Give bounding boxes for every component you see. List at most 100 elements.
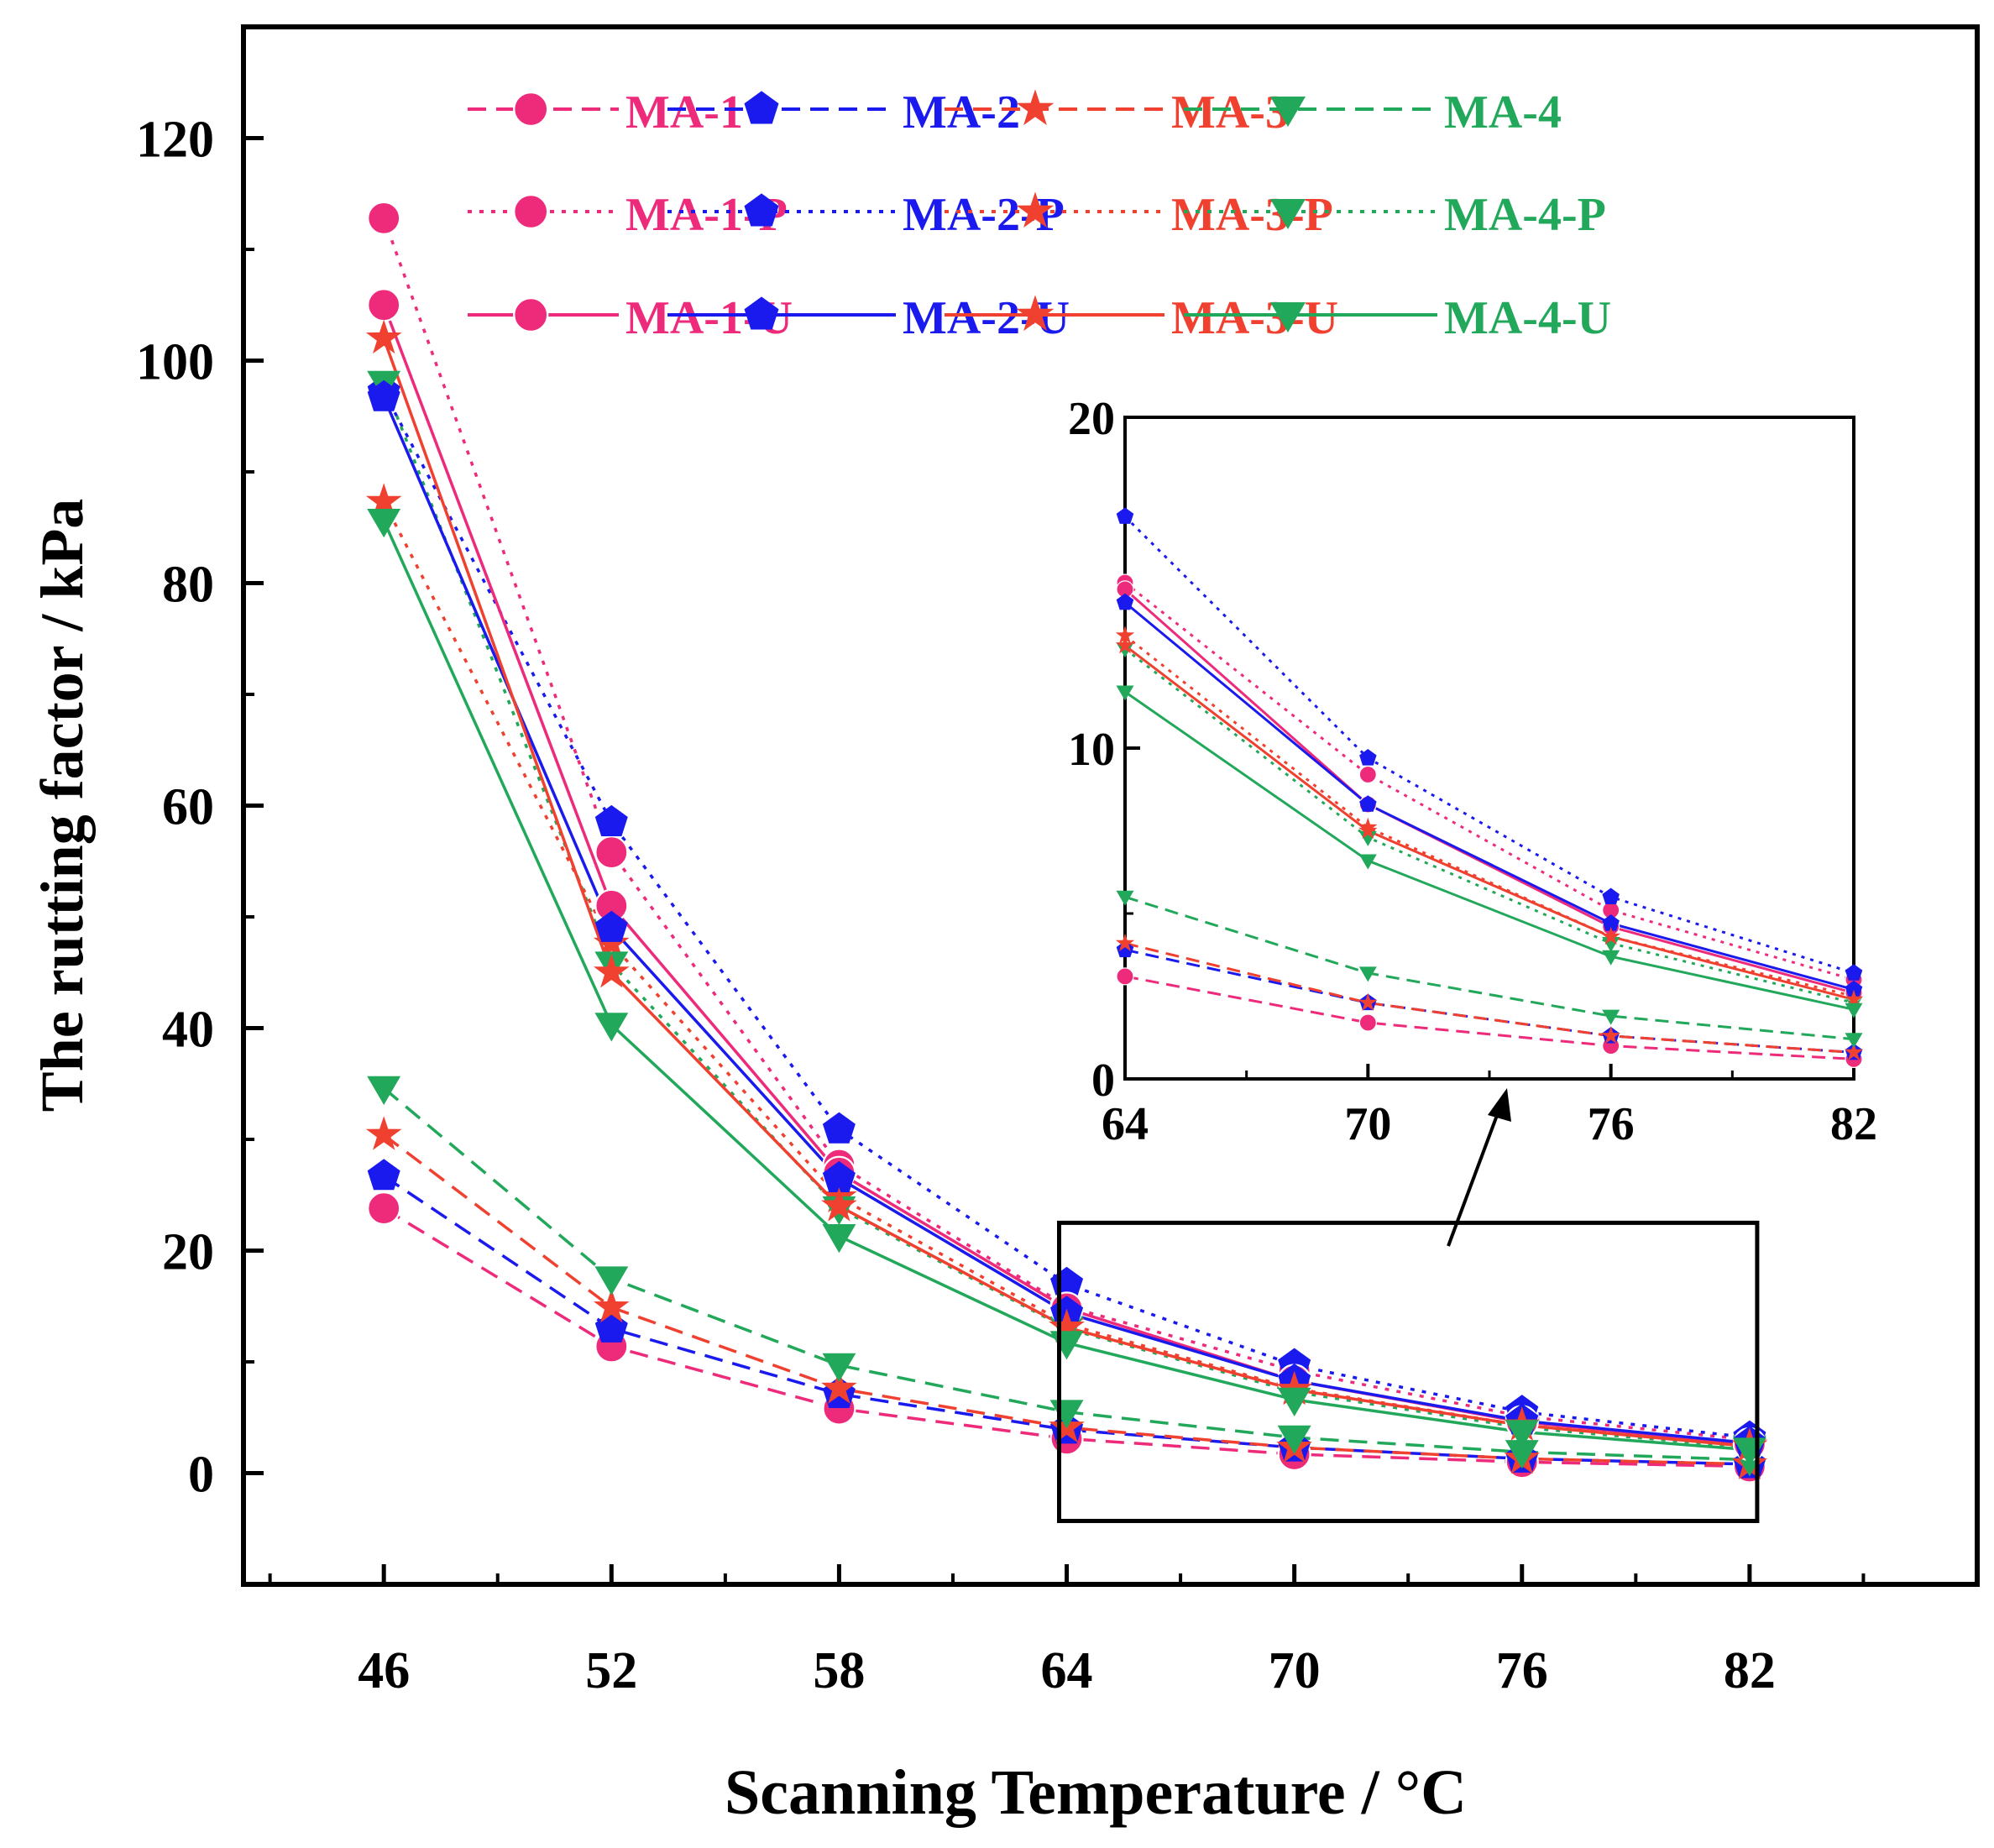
point-ma-4 [1277,1425,1311,1454]
legend-label-ma-2-u: MA-2-U [903,292,1070,344]
y-tick-label: 0 [188,1447,214,1504]
inset-point-ma-3 [1844,1042,1864,1060]
inset-series-line-ma-2-u [1124,601,1855,992]
point-ma-3 [821,1369,857,1404]
inset-series-line-ma-2-p [1123,516,1855,975]
inset-point-ma-2-u [1359,795,1377,812]
inset-point-ma-4-u [1358,854,1377,870]
inset-series-line-ma-4-u [1124,690,1855,1011]
inset-y-tick-label: 10 [1068,724,1115,776]
x-tick-label: 70 [1269,1642,1321,1699]
inset-point-ma-4-u [1602,950,1620,966]
inset-point-ma-2-u [1845,980,1863,997]
point-ma-2-p [822,1112,856,1144]
inset-y-tick-label: 0 [1091,1055,1115,1107]
point-ma-4-u [1505,1420,1539,1449]
inset-point-ma-2-p [1602,887,1620,904]
point-ma-2-u [367,380,400,411]
point-ma-4 [367,1076,401,1105]
inset-point-ma-1 [1116,967,1134,986]
x-tick-label: 76 [1496,1642,1548,1699]
legend-marker-ma-4-p [1270,199,1306,229]
point-ma-2 [594,1311,628,1343]
point-ma-2-u [822,1160,856,1192]
zoom-arrow-head [1488,1088,1511,1122]
inset-x-tick-label: 64 [1102,1098,1149,1150]
inset-point-ma-3 [1601,1026,1620,1044]
point-ma-3-u [594,953,630,988]
legend-marker-ma-1-u [513,296,549,333]
legend-label-ma-4-p: MA-4-P [1444,189,1606,241]
inset-x-tick-label: 76 [1588,1098,1635,1150]
inset-point-ma-4 [1358,966,1377,982]
y-axis-label: The rutting factor / kPa [29,499,96,1112]
inset-point-ma-2-p [1845,964,1863,981]
inset-point-ma-3-u [1601,926,1620,945]
point-ma-4 [1505,1440,1539,1469]
legend-marker-ma-2-p [744,193,779,227]
point-ma-4-u [594,1013,629,1042]
legend-label-ma-3-u: MA-3-U [1171,292,1338,344]
y-tick-label: 20 [162,1224,214,1281]
inset-point-ma-4-p [1116,642,1134,658]
legend-marker-ma-3 [1016,89,1055,126]
inset-x-tick-label: 82 [1830,1098,1877,1150]
legend-marker-ma-4 [1270,97,1306,127]
zoom-arrow-line [1447,1103,1503,1247]
inset-point-ma-4 [1116,890,1134,906]
inset-series-line-ma-1 [1124,975,1855,1060]
legend-label-ma-4-u: MA-4-U [1444,292,1611,344]
inset-series-line-ma-4 [1124,895,1855,1041]
point-ma-1-p [367,201,401,236]
x-tick-label: 58 [813,1642,865,1699]
point-ma-4 [822,1353,856,1382]
legend-marker-ma-3-p [1016,191,1055,228]
inset-point-ma-2 [1116,940,1134,958]
inset-point-ma-1 [1358,1013,1377,1032]
y-tick-label: 100 [136,334,214,391]
inset-point-ma-2-p [1116,507,1134,524]
legend-label-ma-1: MA-1 [625,86,743,139]
legend-marker-ma-1-p [513,193,549,230]
inset-frame [1123,416,1855,1081]
inset-point-ma-4 [1845,1033,1863,1049]
legend-label-ma-3: MA-3 [1171,86,1289,139]
point-ma-4-u [367,509,401,538]
point-ma-4-u [1277,1387,1311,1416]
x-tick-label: 64 [1041,1642,1093,1699]
inset-series-line-ma-1-u [1124,588,1855,995]
inset-point-ma-3-u [1358,820,1378,839]
inset-point-ma-1-p [1358,765,1377,784]
point-ma-3 [594,1288,630,1323]
point-ma-4 [594,1266,629,1296]
legend-marker-ma-3-u [1016,295,1055,332]
legend-label-ma-4: MA-4 [1444,86,1562,139]
inset-point-ma-2-u [1116,593,1134,610]
inset-point-ma-3 [1358,992,1378,1011]
x-axis-label: Scanning Temperature / °C [725,1757,1467,1828]
zoom-region-box [1056,1220,1760,1523]
inset-series-line-ma-3 [1124,942,1855,1054]
legend-label-ma-3-p: MA-3-P [1171,189,1333,241]
legend-marker-ma-4-u [1270,302,1306,332]
inset-point-ma-2-u [1602,914,1620,931]
inset-point-ma-4 [1602,1009,1620,1025]
legend-marker-ma-2-u [744,296,779,330]
point-ma-1-u [367,288,401,322]
point-ma-3-p [365,483,402,517]
y-tick-label: 80 [162,557,214,614]
inset-point-ma-2-p [1359,749,1377,766]
inset-point-ma-3 [1115,933,1135,951]
point-ma-1-p [594,835,629,870]
legend-marker-ma-1 [513,91,549,128]
inset-y-tick-label: 20 [1068,393,1115,445]
legend: MA-1 MA-2 MA-3 MA-4MA-1-P MA-2-P MA-3-P MA-4-P… [468,86,1611,344]
y-tick-label: 60 [162,779,214,836]
point-ma-1 [367,1191,401,1226]
point-ma-2-u [594,910,628,942]
y-tick-label: 120 [136,112,214,169]
x-tick-label: 52 [585,1642,637,1699]
point-ma-3-u [365,319,402,354]
